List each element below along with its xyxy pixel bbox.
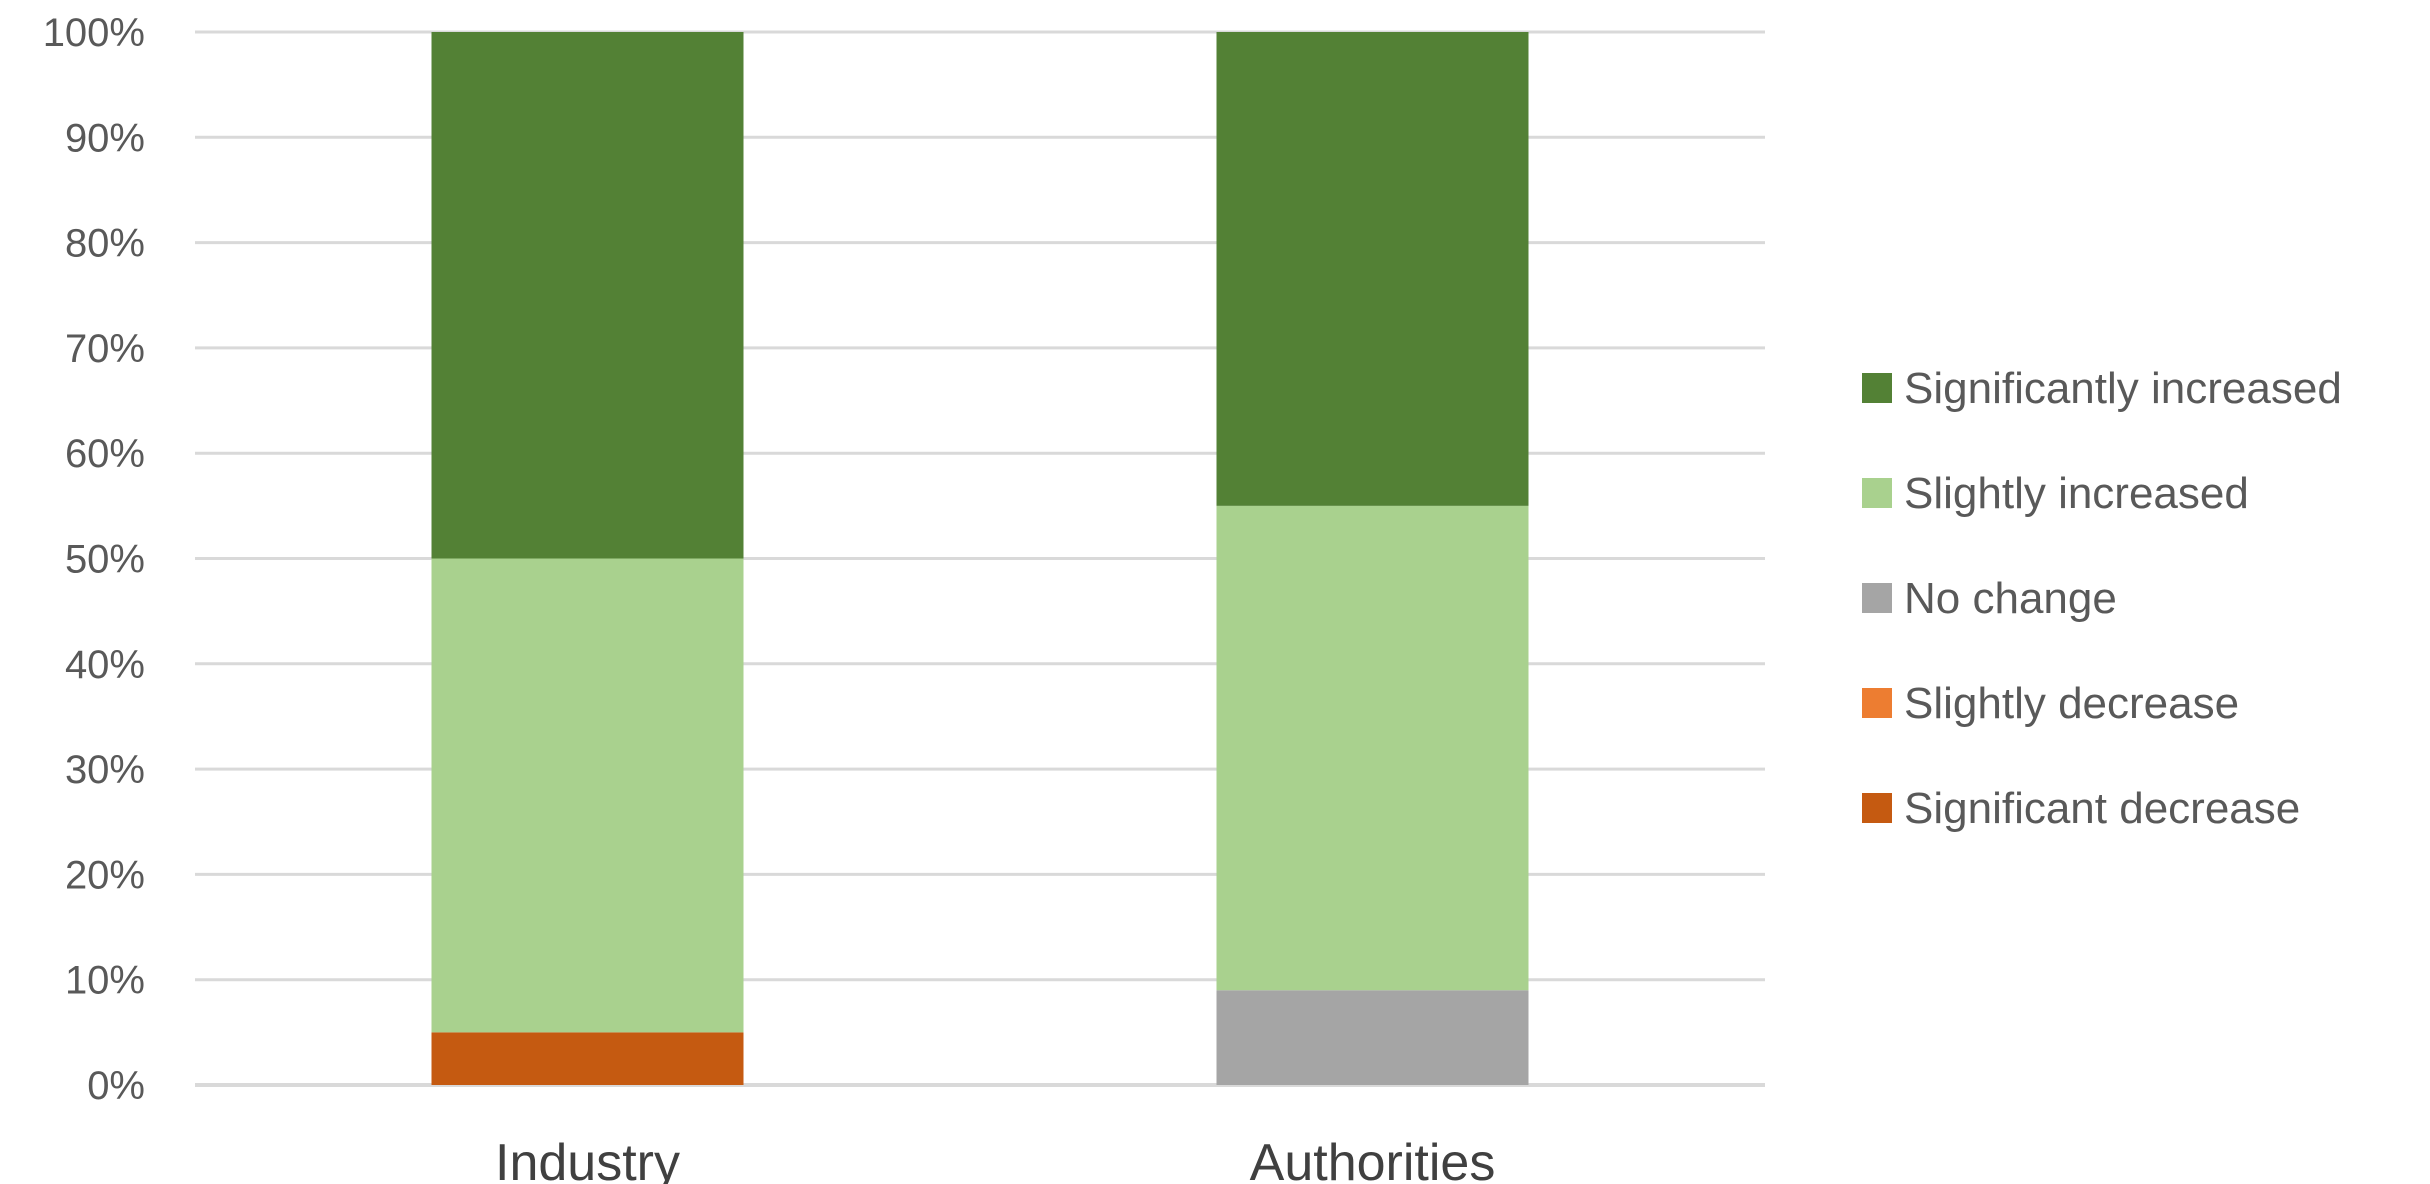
bar-segment-slightly-increased: [431, 558, 744, 1033]
bar-segment-significantly-increased: [1216, 32, 1529, 506]
bar-segment-significant-decrease: [431, 1032, 744, 1085]
x-category-label: Authorities: [1250, 1134, 1496, 1184]
legend-label: Significantly increased: [1904, 364, 2342, 413]
legend: Significantly increased Slightly increase…: [1862, 364, 2342, 833]
x-axis-category-labels: Industry Authorities: [495, 1134, 1495, 1184]
y-tick-label: 0%: [87, 1064, 145, 1108]
legend-label: No change: [1904, 574, 2117, 623]
bar-segment-significantly-increased: [431, 32, 744, 559]
legend-label: Significant decrease: [1904, 784, 2300, 833]
y-tick-label: 60%: [65, 432, 145, 476]
y-tick-label: 30%: [65, 748, 145, 792]
y-tick-label: 70%: [65, 327, 145, 371]
bars: [431, 32, 1529, 1085]
legend-label: Slightly increased: [1904, 469, 2249, 518]
legend-swatch: [1862, 688, 1892, 718]
bar-segment-no-change: [1216, 990, 1529, 1085]
y-tick-label: 40%: [65, 643, 145, 687]
y-tick-label: 100%: [43, 11, 145, 55]
y-tick-label: 90%: [65, 116, 145, 160]
y-tick-label: 80%: [65, 222, 145, 266]
y-tick-label: 50%: [65, 538, 145, 582]
y-tick-label: 20%: [65, 853, 145, 897]
y-axis-tick-labels: 0% 10% 20% 30% 40% 50% 60% 70% 80% 90% 100%: [43, 11, 145, 1108]
gridlines: [195, 30, 1765, 1087]
bar-segment-slightly-increased: [1216, 505, 1529, 991]
legend-label: Slightly decrease: [1904, 679, 2239, 728]
x-category-label: Industry: [495, 1134, 680, 1184]
legend-swatch: [1862, 478, 1892, 508]
legend-swatch: [1862, 793, 1892, 823]
y-tick-label: 10%: [65, 959, 145, 1003]
legend-swatch: [1862, 373, 1892, 403]
legend-swatch: [1862, 583, 1892, 613]
